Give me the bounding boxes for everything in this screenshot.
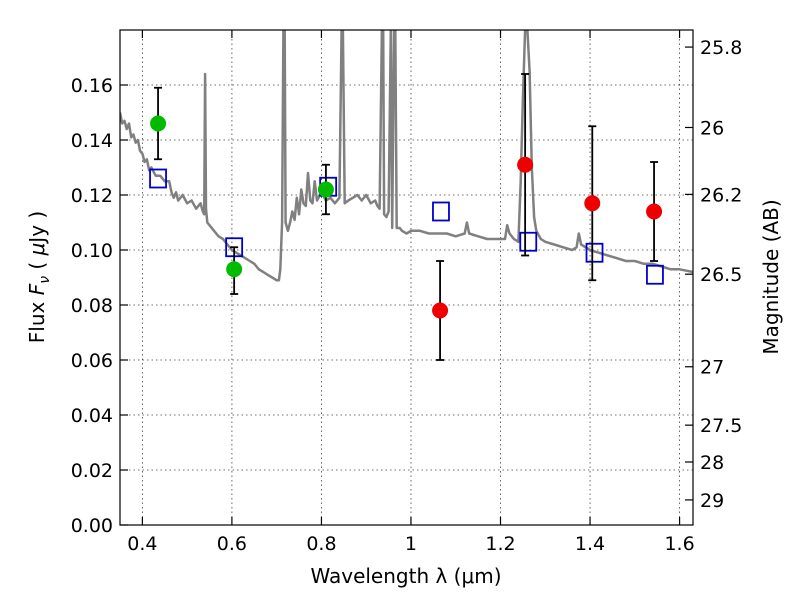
- x-tick-label: 0.8: [306, 533, 336, 555]
- y2-tick-label: 25.8: [700, 37, 742, 59]
- x-tick-label: 1.6: [664, 533, 694, 555]
- x-tick-label: 1.2: [485, 533, 515, 555]
- y2-tick-label: 27: [700, 357, 724, 379]
- y2-tick-label: 26.2: [700, 184, 742, 206]
- x-tick-label: 0.4: [127, 533, 157, 555]
- x-tick-label: 1.4: [575, 533, 605, 555]
- observed-flux-marker: [646, 203, 663, 220]
- observed-flux-marker: [517, 156, 534, 173]
- x-axis-title: Wavelength λ (μm): [310, 564, 501, 588]
- right-axis-title: Magnitude (AB): [759, 199, 783, 354]
- observed-flux-marker: [432, 302, 449, 319]
- y-tick-label: 0.08: [71, 295, 113, 317]
- x-tick-label: 1: [405, 533, 417, 555]
- y-tick-label: 0.00: [71, 515, 113, 537]
- y-tick-label: 0.12: [71, 185, 113, 207]
- y-tick-label: 0.14: [71, 130, 113, 152]
- y-tick-label: 0.16: [71, 75, 113, 97]
- model-square-marker: [432, 201, 450, 222]
- y-tick-label: 0.10: [71, 240, 113, 262]
- x-tick-label: 0.6: [217, 533, 247, 555]
- data-points: [149, 73, 664, 361]
- y-tick-label: 0.06: [71, 350, 113, 372]
- plot-frame: [119, 29, 694, 526]
- observed-flux-marker: [584, 195, 601, 212]
- model-square-marker: [149, 168, 167, 189]
- y-tick-label: 0.02: [71, 460, 113, 482]
- observed-flux-marker: [317, 181, 334, 198]
- spectrum-line: [120, 30, 693, 282]
- grid: [120, 30, 693, 525]
- y-tick-label: 0.04: [71, 405, 113, 427]
- y2-tick-label: 26: [700, 117, 724, 139]
- y2-tick-label: 26.5: [700, 264, 742, 286]
- y2-tick-label: 29: [700, 490, 724, 512]
- y2-tick-label: 28: [700, 452, 724, 474]
- model-square-marker: [585, 242, 604, 263]
- spectrum: [120, 30, 693, 282]
- y2-tick-label: 27.5: [700, 415, 742, 437]
- observed-flux-marker: [226, 261, 243, 278]
- model-square-marker: [519, 231, 538, 252]
- y-axis-title: Flux Fν ( μJy ): [25, 211, 53, 343]
- ticks: 0.4 0.6 0.8 1 1.2 1.4 1.6 0.00 0.02 0.04 0.06 0.08 0…: [71, 30, 742, 555]
- observed-flux-marker: [150, 115, 167, 132]
- model-square-marker: [646, 264, 664, 285]
